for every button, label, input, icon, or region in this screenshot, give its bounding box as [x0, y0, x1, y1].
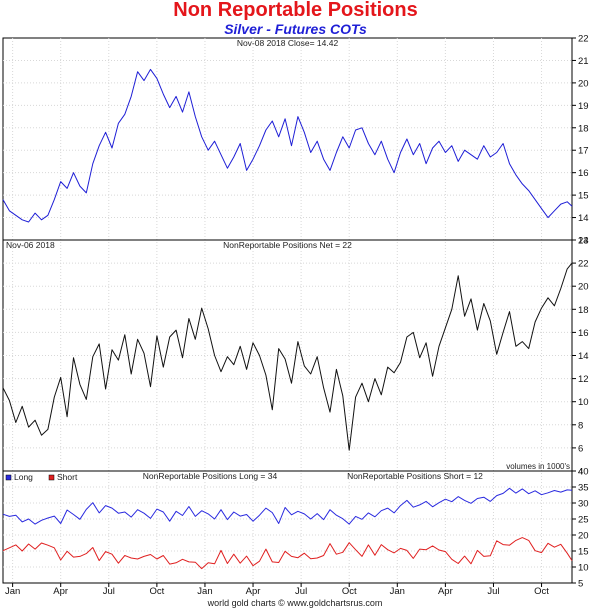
- chart-subtitle: Silver - Futures COTs: [224, 21, 367, 37]
- x-tick-label: Oct: [149, 586, 164, 597]
- y-tick-label: 16: [578, 168, 589, 179]
- net-series-line: [2, 262, 573, 451]
- panel-header: NonReportable Positions Net = 22: [223, 240, 352, 250]
- long-short-short-line: [2, 537, 573, 570]
- y-tick-label: 17: [578, 146, 589, 157]
- y-tick-label: 30: [578, 499, 589, 510]
- y-tick-label: 19: [578, 101, 589, 112]
- y-tick-label: 6: [578, 443, 583, 454]
- long-short-long-line: [2, 487, 573, 525]
- y-tick-label: 20: [578, 78, 589, 89]
- y-tick-label: 18: [578, 123, 589, 134]
- y-tick-label: 4: [578, 467, 583, 478]
- x-tick-label: Jan: [390, 586, 405, 597]
- x-tick-label: Apr: [53, 586, 68, 597]
- x-tick-label: Jul: [295, 586, 307, 597]
- x-tick-label: Jan: [5, 586, 20, 597]
- y-tick-label: 5: [578, 579, 583, 590]
- price-series-line: [2, 68, 573, 223]
- panel-header: NonReportable Positions Long = 34: [143, 471, 278, 481]
- y-tick-label: 22: [578, 34, 589, 45]
- y-tick-label: 15: [578, 547, 589, 558]
- y-tick-label: 15: [578, 191, 589, 202]
- y-tick-label: 20: [578, 531, 589, 542]
- y-tick-label: 16: [578, 328, 589, 339]
- y-tick-label: 10: [578, 397, 589, 408]
- x-tick-label: Jul: [103, 586, 115, 597]
- y-tick-label: 10: [578, 563, 589, 574]
- page-title: Non Reportable Positions: [173, 0, 418, 21]
- volume-note: volumes in 1000's: [506, 462, 570, 471]
- y-tick-label: 8: [578, 420, 583, 431]
- legend-label-long: Long: [14, 472, 33, 482]
- y-tick-label: 13: [578, 236, 589, 247]
- panel-header: Nov-08 2018 Close= 14.42: [237, 38, 339, 48]
- x-tick-label: Jul: [487, 586, 499, 597]
- y-tick-label: 14: [578, 213, 589, 224]
- y-tick-label: 25: [578, 515, 589, 526]
- x-tick-label: Oct: [534, 586, 549, 597]
- y-tick-label: 18: [578, 305, 589, 316]
- y-tick-label: 20: [578, 282, 589, 293]
- x-tick-label: Jan: [197, 586, 212, 597]
- x-tick-label: Apr: [246, 586, 261, 597]
- panel-header-right: NonReportable Positions Short = 12: [347, 471, 483, 481]
- y-tick-label: 22: [578, 259, 589, 270]
- legend-label-short: Short: [57, 472, 78, 482]
- panel-header-left: Nov-06 2018: [6, 240, 55, 250]
- x-tick-label: Apr: [438, 586, 453, 597]
- y-tick-label: 35: [578, 483, 589, 494]
- y-tick-label: 40: [578, 467, 589, 478]
- x-tick-label: Oct: [342, 586, 357, 597]
- legend-swatch-short: [48, 474, 55, 481]
- footer-credit: world gold charts © www.goldchartsrus.co…: [207, 598, 383, 608]
- y-tick-label: 21: [578, 56, 589, 67]
- y-tick-label: 14: [578, 351, 589, 362]
- plot-frame: [2, 37, 573, 584]
- legend-swatch-long: [5, 474, 12, 481]
- y-tick-label: 12: [578, 374, 589, 385]
- y-tick-label: 24: [578, 236, 589, 247]
